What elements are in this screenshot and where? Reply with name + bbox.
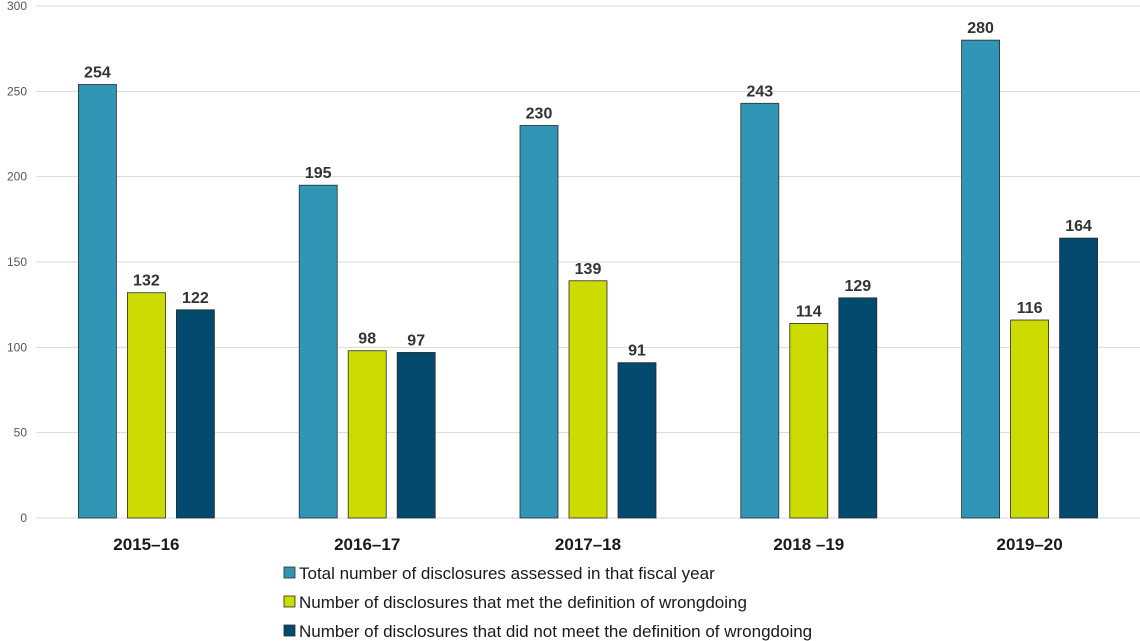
data-label: 243 [746,83,773,100]
data-label: 132 [133,273,160,290]
data-label: 139 [575,261,602,278]
bar-1-4 [740,102,780,519]
data-label: 98 [358,331,376,348]
x-category-label: 2016–17 [334,535,400,554]
y-axis-ticks: 0 50 100 150 200 250 300 [7,0,27,525]
bar-2-3 [568,280,608,519]
y-tick-label: 300 [7,0,27,13]
data-label: 195 [305,165,332,182]
data-label: 164 [1065,218,1092,235]
data-label: 254 [84,65,111,82]
data-label: 230 [526,105,553,122]
bar-1-1 [78,84,117,519]
bar-3-2 [396,352,436,519]
data-label: 116 [1017,300,1043,317]
data-label: 280 [967,20,994,37]
y-tick-label: 150 [7,255,27,269]
data-label: 114 [796,303,822,320]
bar-3-1 [175,309,215,519]
x-category-label: 2018 –19 [773,535,844,554]
bar-1-2 [298,184,338,519]
y-tick-label: 100 [7,340,27,354]
y-tick-label: 250 [7,84,27,98]
bars [78,39,1098,519]
y-tick-label: 50 [14,426,28,440]
data-labels: 254 132 122 195 98 97 230 139 91 243 114 129 280 116 1… [84,20,1092,360]
bar-1-3 [519,125,559,519]
y-tick-label: 200 [7,170,27,184]
legend-swatch [283,566,296,579]
legend-swatch [283,595,296,608]
data-label: 91 [628,343,646,360]
bar-1-5 [961,39,1000,519]
legend: Total number of disclosures assessed in … [283,564,812,641]
x-axis-categories: 2015–16 2016–17 2017–18 2018 –19 2019–20 [113,535,1062,554]
y-tick-label: 0 [20,511,27,525]
x-category-label: 2015–16 [113,535,179,554]
legend-label: Number of disclosures that met the defin… [299,593,747,612]
x-category-label: 2019–20 [997,535,1063,554]
bar-3-4 [838,297,878,519]
data-label: 122 [182,290,209,307]
data-label: 97 [407,332,425,349]
bar-3-5 [1059,237,1098,519]
bar-2-1 [127,292,166,519]
bar-2-4 [789,323,829,519]
legend-swatch [283,624,296,637]
bar-2-5 [1010,319,1049,519]
legend-label: Number of disclosures that did not meet … [299,622,812,641]
data-label: 129 [844,278,871,295]
legend-label: Total number of disclosures assessed in … [299,564,715,583]
bar-2-2 [347,350,387,519]
x-category-label: 2017–18 [555,535,621,554]
bar-3-3 [617,362,657,519]
